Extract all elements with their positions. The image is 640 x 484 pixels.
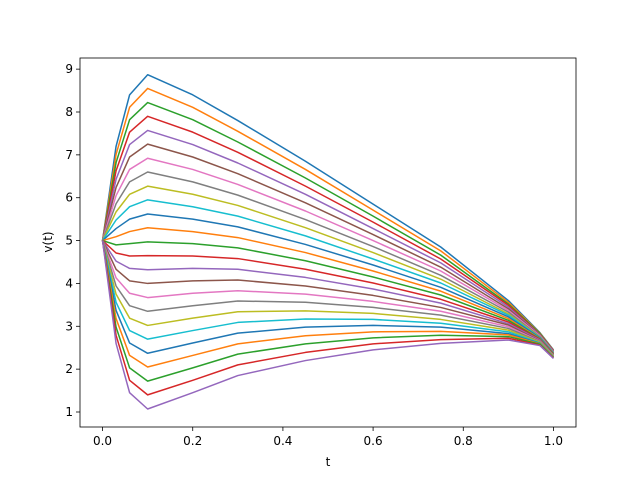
line-series xyxy=(101,240,554,410)
y-tick-label: 9 xyxy=(65,62,73,76)
line-series xyxy=(102,240,555,356)
line-series xyxy=(101,240,554,356)
axes-frame xyxy=(79,57,577,428)
line-series xyxy=(101,240,554,356)
line-series xyxy=(101,199,555,354)
x-tick-label: 0.6 xyxy=(364,434,383,448)
x-tick-label: 0.4 xyxy=(273,434,292,448)
line-series xyxy=(101,73,555,351)
line-series xyxy=(101,240,554,358)
line-series xyxy=(102,226,555,355)
line-series xyxy=(101,87,555,351)
y-tick-label: 2 xyxy=(65,362,73,376)
line-series xyxy=(102,239,555,355)
y-tick-label: 3 xyxy=(65,319,73,333)
y-tick-label: 4 xyxy=(65,276,73,290)
y-tick-label: 5 xyxy=(65,234,73,248)
line-series xyxy=(101,157,555,353)
line-series xyxy=(101,101,555,352)
y-axis-label: v(t) xyxy=(41,231,55,252)
line-series xyxy=(101,240,554,396)
line-series xyxy=(101,240,554,368)
x-tick-label: 0.2 xyxy=(183,434,202,448)
line-series xyxy=(101,171,555,353)
x-axis-label: t xyxy=(326,455,331,469)
y-tick-label: 1 xyxy=(65,405,73,419)
x-tick-label: 1.0 xyxy=(544,434,563,448)
line-series xyxy=(101,115,555,352)
line-series xyxy=(101,240,554,357)
line-series xyxy=(101,185,555,354)
line-series xyxy=(101,240,554,357)
y-tick-label: 7 xyxy=(65,148,73,162)
y-tick-label: 8 xyxy=(65,105,73,119)
line-series xyxy=(101,240,554,358)
line-series xyxy=(101,240,554,382)
x-tick-label: 0.0 xyxy=(93,434,112,448)
line-series xyxy=(102,213,555,354)
line-series xyxy=(101,143,555,353)
line-series xyxy=(101,240,555,356)
x-tick-label: 0.8 xyxy=(454,434,473,448)
line-series xyxy=(101,129,555,352)
y-tick-label: 6 xyxy=(65,191,73,205)
